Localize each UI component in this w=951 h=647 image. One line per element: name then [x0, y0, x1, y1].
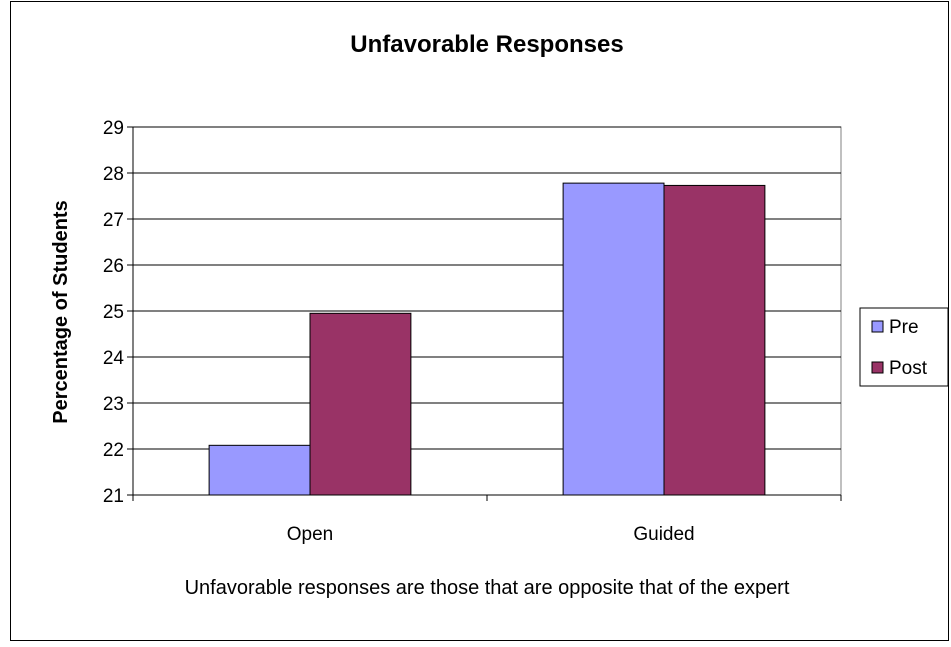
bar-pre-open: [208, 444, 311, 496]
y-tick-label: 27: [103, 210, 124, 231]
chart-caption: Unfavorable responses are those that are…: [185, 577, 790, 599]
x-tick-label: Guided: [633, 524, 694, 545]
y-tick-label: 25: [103, 302, 124, 323]
chart-title: Unfavorable Responses: [350, 31, 623, 58]
y-axis-label: Percentage of Students: [50, 200, 72, 423]
legend-label-post: Post: [889, 358, 928, 379]
y-tick-label: 26: [103, 256, 124, 277]
y-tick-label: 21: [103, 486, 124, 507]
x-tick-label: Open: [287, 524, 333, 545]
bar-pre-guided: [562, 182, 665, 496]
legend-label-pre: Pre: [889, 317, 919, 338]
y-tick-label: 22: [103, 440, 124, 461]
bars: [208, 182, 766, 496]
y-tick-label: 24: [103, 348, 125, 369]
axes: 21 22 23 24 25 26 27 28 29 Open Guided: [103, 118, 842, 545]
bar-post-guided: [663, 184, 766, 496]
legend-swatch-pre: [871, 320, 884, 333]
legend-swatch-post: [871, 361, 884, 374]
bar-post-open: [309, 312, 412, 496]
y-tick-label: 28: [103, 164, 124, 185]
y-tick-label: 23: [103, 394, 124, 415]
legend: Pre Post: [859, 307, 949, 387]
y-tick-label: 29: [103, 118, 124, 139]
